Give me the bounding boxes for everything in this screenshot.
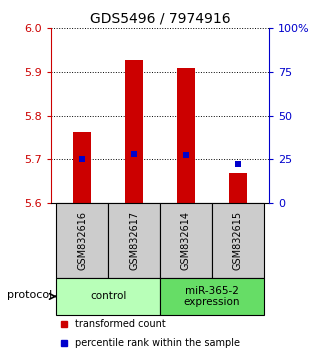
Text: transformed count: transformed count: [75, 319, 166, 329]
Bar: [212, 203, 264, 278]
Bar: [160, 278, 264, 315]
Text: miR-365-2
expression: miR-365-2 expression: [184, 286, 240, 307]
Bar: [125, 60, 143, 203]
Text: GSM832614: GSM832614: [181, 211, 191, 270]
Text: GSM832616: GSM832616: [77, 211, 87, 270]
Bar: [229, 173, 247, 203]
Bar: [56, 278, 160, 315]
Text: percentile rank within the sample: percentile rank within the sample: [75, 338, 240, 348]
Title: GDS5496 / 7974916: GDS5496 / 7974916: [90, 12, 230, 26]
Text: GSM832615: GSM832615: [233, 211, 243, 270]
Bar: [177, 68, 195, 203]
Text: control: control: [90, 291, 126, 301]
Bar: [73, 132, 91, 203]
Text: GSM832617: GSM832617: [129, 211, 139, 270]
Bar: [108, 203, 160, 278]
Text: protocol: protocol: [7, 290, 52, 299]
Bar: [160, 203, 212, 278]
Bar: [56, 203, 108, 278]
